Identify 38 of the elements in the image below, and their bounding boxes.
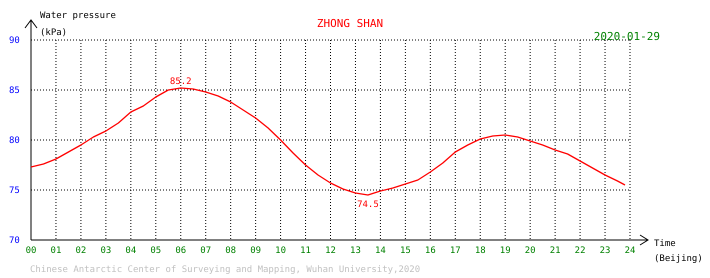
y-axis-title: Water pressure (kPa) <box>40 11 116 38</box>
x-axis-title: Time (Beijing) <box>654 239 703 264</box>
y-tick-label: 80 <box>9 136 20 146</box>
x-tick-label: 22 <box>574 246 586 256</box>
x-tick-label: 16 <box>424 246 436 256</box>
x-tick-label: 09 <box>250 246 262 256</box>
x-tick-label: 03 <box>100 246 112 256</box>
y-tick-label: 85 <box>9 86 20 96</box>
line-series <box>30 87 626 196</box>
x-tick-label: 15 <box>400 246 411 256</box>
x-tick-label: 02 <box>75 246 86 256</box>
x-tick-label: 13 <box>350 246 361 256</box>
x-tick-label: 10 <box>275 246 286 256</box>
x-tick-label: 20 <box>524 246 536 256</box>
x-tick-label: 24 <box>624 246 636 256</box>
y-tick-label: 75 <box>9 186 20 196</box>
y-tick-label: 90 <box>9 36 20 46</box>
chart-title: ZHONG SHAN <box>316 17 384 30</box>
x-tick-label: 17 <box>450 246 461 256</box>
x-tick-label: 21 <box>550 246 561 256</box>
chart-subtitle: 2020-01-29 <box>594 30 660 43</box>
x-tick-label: 07 <box>200 246 212 256</box>
x-tick-label: 14 <box>374 246 386 256</box>
x-tick-label: 18 <box>474 246 486 256</box>
x-tick-label: 04 <box>125 246 136 256</box>
text: Chinese Antarctic Center of Surveying and Mapping, Wuhan University,2020 <box>30 265 420 275</box>
y-tick-label: 70 <box>9 236 20 246</box>
x-tick-label: 06 <box>175 246 186 256</box>
x-tick-label: 01 <box>50 246 62 256</box>
x-tick-label: 19 <box>500 246 511 256</box>
x-tick-label: 00 <box>26 246 36 256</box>
x-tick-label: 12 <box>325 246 336 256</box>
x-tick-label: 08 <box>225 246 236 256</box>
annotation: 85.2 <box>170 77 192 87</box>
x-tick-label: 23 <box>600 246 610 256</box>
x-tick-label: 05 <box>150 246 162 256</box>
annotation: 74.5 <box>357 200 379 210</box>
x-tick-label: 11 <box>300 246 311 256</box>
